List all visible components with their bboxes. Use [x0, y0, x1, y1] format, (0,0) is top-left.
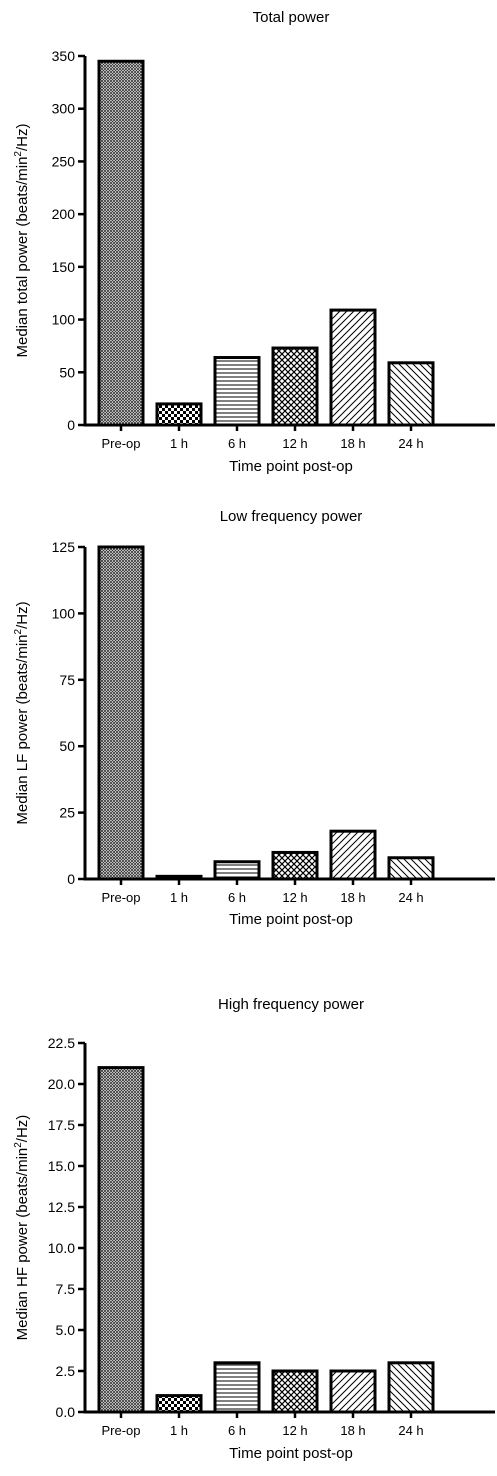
bar-12-h: [271, 1369, 319, 1414]
bar-1-h: [155, 402, 203, 427]
x-tick-label: 24 h: [398, 1423, 423, 1438]
x-tick-label: Pre-op: [101, 1423, 140, 1438]
x-tick-label: 24 h: [398, 436, 423, 451]
y-tick-label: 100: [52, 605, 76, 621]
y-tick-label: 250: [52, 153, 76, 169]
bar-6-h: [213, 356, 261, 427]
y-tick-label: 350: [52, 48, 76, 64]
y-tick-label: 125: [52, 539, 76, 555]
bar-24-h: [387, 856, 435, 881]
y-axis-title-tail: /Hz): [14, 124, 31, 152]
chart-title: Low frequency power: [220, 508, 363, 525]
bar-12-h: [271, 346, 319, 427]
chart-title: High frequency power: [218, 996, 364, 1013]
x-axis-title: Time point post-op: [229, 458, 353, 475]
x-tick-label: 24 h: [398, 890, 423, 905]
x-tick-label: 1 h: [170, 890, 188, 905]
bar-pre-op: [97, 59, 145, 427]
y-axis-title-sup: 2: [13, 628, 24, 634]
x-tick-label: 1 h: [170, 1423, 188, 1438]
y-tick-label: 7.5: [56, 1281, 76, 1297]
x-tick-label: Pre-op: [101, 890, 140, 905]
y-tick-label: 300: [52, 101, 76, 117]
chart-panel-3: High frequency power 0.0 2.5 5.0 7.5 10.0 12.5…: [13, 996, 495, 1462]
y-axis-title-main: Median LF power (beats/min: [14, 634, 31, 824]
y-tick-label: 100: [52, 312, 76, 328]
x-tick-label: Pre-op: [101, 436, 140, 451]
y-axis-title-main: Median HF power (beats/min: [14, 1148, 31, 1341]
bar-pre-op: [97, 545, 145, 881]
y-tick-label: 150: [52, 259, 76, 275]
y-tick-label: 2.5: [56, 1363, 76, 1379]
bar-18-h: [329, 829, 377, 881]
y-tick-label: 0.0: [56, 1404, 76, 1420]
y-tick-label: 17.5: [48, 1117, 75, 1133]
x-tick-label: 6 h: [228, 1423, 246, 1438]
y-tick-label: 15.0: [48, 1158, 75, 1174]
bar-1-h: [155, 1394, 203, 1414]
y-axis-title-sup: 2: [13, 151, 24, 157]
x-tick-label: 12 h: [282, 890, 307, 905]
bar-18-h: [329, 1369, 377, 1414]
y-tick-label: 0: [67, 417, 75, 433]
bar-6-h: [213, 860, 261, 881]
x-tick-label: 1 h: [170, 436, 188, 451]
y-tick-label: 10.0: [48, 1240, 75, 1256]
x-tick-label: 6 h: [228, 890, 246, 905]
y-tick-label: 75: [59, 672, 75, 688]
y-axis-title-tail: /Hz): [14, 601, 31, 629]
y-tick-label: 200: [52, 206, 76, 222]
chart-title: Total power: [253, 9, 330, 26]
x-tick-label: 18 h: [340, 890, 365, 905]
y-tick-label: 12.5: [48, 1199, 75, 1215]
bar-12-h: [271, 850, 319, 881]
y-tick-label: 0: [67, 871, 75, 887]
x-tick-label: 18 h: [340, 1423, 365, 1438]
x-tick-label: 12 h: [282, 436, 307, 451]
y-axis-title: Median total power (beats/min2/Hz): [13, 124, 31, 358]
x-tick-label: 6 h: [228, 436, 246, 451]
y-axis-title: Median LF power (beats/min2/Hz): [13, 601, 31, 824]
y-tick-label: 50: [59, 738, 75, 754]
x-tick-label: 18 h: [340, 436, 365, 451]
chart-panel-1: Total power 0 50 100 150 200 250 300 350 Pre-op 1 …: [13, 9, 495, 475]
y-axis-title-main: Median total power (beats/min: [14, 157, 31, 358]
bar-pre-op: [97, 1066, 145, 1414]
y-tick-label: 5.0: [56, 1322, 76, 1338]
bar-24-h: [387, 1361, 435, 1414]
x-axis-title: Time point post-op: [229, 911, 353, 928]
y-tick-label: 25: [59, 805, 75, 821]
y-tick-label: 22.5: [48, 1035, 75, 1051]
bar-6-h: [213, 1361, 261, 1414]
x-tick-label: 12 h: [282, 1423, 307, 1438]
y-tick-label: 50: [59, 364, 75, 380]
y-tick-label: 20.0: [48, 1076, 75, 1092]
bar-18-h: [329, 308, 377, 427]
y-axis-title: Median HF power (beats/min2/Hz): [13, 1115, 31, 1341]
x-axis-title: Time point post-op: [229, 1445, 353, 1462]
chart-panel-2: Low frequency power 0 25 50 75 100 125 Pre-op 1 …: [13, 508, 495, 928]
y-axis-title-sup: 2: [13, 1142, 24, 1148]
y-axis-title-tail: /Hz): [14, 1115, 31, 1143]
bar-24-h: [387, 361, 435, 427]
